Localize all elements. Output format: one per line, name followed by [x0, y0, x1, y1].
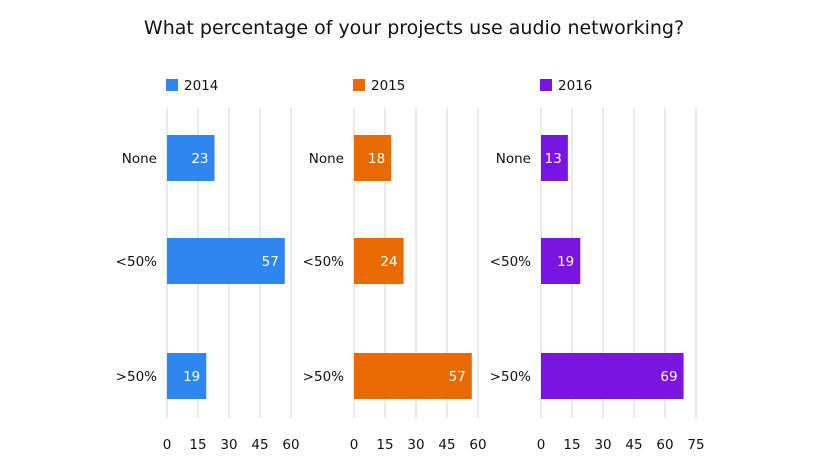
bar-value-label: 69 [660, 369, 677, 385]
x-tick-label: 60 [469, 437, 486, 453]
y-category-label: None [122, 151, 157, 167]
bar [167, 135, 215, 181]
legend-swatch [166, 79, 178, 91]
bar-value-label: 19 [183, 369, 200, 385]
bar [541, 135, 568, 181]
y-category-label: >50% [116, 369, 157, 385]
bar-value-label: 13 [545, 151, 562, 167]
x-tick-label: 45 [251, 437, 268, 453]
bar-value-label: 57 [449, 369, 466, 385]
y-category-label: >50% [490, 369, 531, 385]
legend-label: 2014 [184, 78, 218, 94]
y-category-label: >50% [303, 369, 344, 385]
bar-value-label: 23 [191, 151, 208, 167]
x-tick-label: 30 [594, 437, 611, 453]
x-tick-label: 15 [376, 437, 393, 453]
legend-label: 2016 [558, 78, 592, 94]
bar [167, 353, 207, 399]
x-tick-label: 75 [687, 437, 704, 453]
x-tick-label: 60 [656, 437, 673, 453]
x-tick-label: 0 [163, 437, 172, 453]
y-category-label: <50% [490, 254, 531, 270]
bar [541, 353, 684, 399]
x-tick-label: 30 [220, 437, 237, 453]
x-tick-label: 45 [438, 437, 455, 453]
x-tick-label: 30 [407, 437, 424, 453]
bar-value-label: 19 [557, 254, 574, 270]
bar [541, 238, 581, 284]
x-tick-label: 0 [537, 437, 546, 453]
legend-swatch [540, 79, 552, 91]
x-tick-label: 15 [189, 437, 206, 453]
bar [354, 135, 392, 181]
y-category-label: None [309, 151, 344, 167]
bar [354, 353, 472, 399]
x-tick-label: 15 [563, 437, 580, 453]
bar-value-label: 57 [262, 254, 279, 270]
x-tick-label: 45 [625, 437, 642, 453]
bar-value-label: 18 [368, 151, 385, 167]
y-category-label: <50% [303, 254, 344, 270]
bar [354, 238, 404, 284]
legend-swatch [353, 79, 365, 91]
y-category-label: None [496, 151, 531, 167]
bar-value-label: 24 [380, 254, 397, 270]
x-tick-label: 60 [282, 437, 299, 453]
legend-label: 2015 [371, 78, 405, 94]
bar [167, 238, 285, 284]
x-tick-label: 0 [350, 437, 359, 453]
chart-title: What percentage of your projects use aud… [143, 17, 685, 39]
y-category-label: <50% [116, 254, 157, 270]
